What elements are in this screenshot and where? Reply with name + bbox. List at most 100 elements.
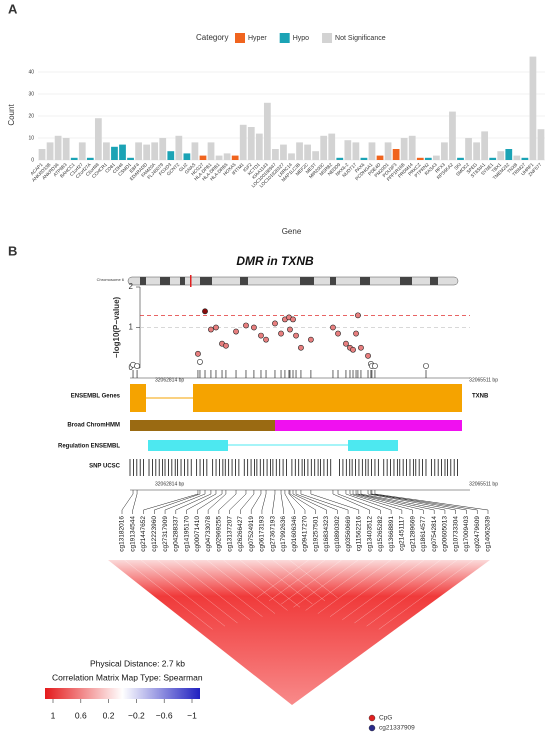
cpg-label: cg21289669 (409, 516, 416, 552)
heatmap-grid (289, 559, 338, 598)
heatmap-grid (268, 559, 326, 602)
heatmap-grid (305, 559, 375, 611)
heatmap-grid (190, 559, 263, 617)
cpg-label: cg12223960 (151, 516, 158, 552)
connector (229, 490, 247, 514)
bar (513, 155, 521, 160)
bar (288, 153, 295, 160)
ideogram-marker (190, 275, 192, 287)
bar (312, 151, 320, 160)
bar (135, 142, 142, 160)
cpg-label: cg07542814 (431, 516, 438, 552)
connector (121, 490, 134, 514)
bar (167, 151, 175, 160)
connector (218, 490, 237, 514)
x-tick-label: IGF2 (242, 162, 253, 173)
heatmap-grid (293, 559, 359, 608)
y-axis-label: Count (7, 104, 16, 126)
connector (164, 490, 206, 514)
bar (537, 129, 545, 160)
distance-label: Physical Distance: 2.7 kb (90, 658, 185, 668)
bar (111, 146, 118, 160)
x-tick-label: GLI2 (178, 162, 189, 173)
bar (231, 155, 239, 160)
legend-label: cg21337909 (379, 725, 415, 732)
bar (489, 157, 497, 160)
point (298, 344, 304, 351)
point (223, 342, 229, 349)
connector (154, 490, 201, 514)
legend-label: Not Significance (335, 35, 386, 42)
bar (86, 157, 94, 160)
point (251, 324, 257, 331)
point (197, 359, 203, 365)
chromosome-label: Chromosome 6 (97, 277, 125, 282)
bar (127, 157, 134, 160)
legend-swatch (235, 33, 245, 43)
heatmap-grid (223, 559, 288, 611)
bar (70, 157, 78, 160)
ideogram-band (400, 277, 412, 285)
legend-dot (368, 714, 376, 722)
connector (250, 490, 262, 514)
point (195, 350, 201, 357)
cpg-label: cg14195170 (183, 516, 190, 552)
point (350, 346, 356, 353)
heatmap-grid (256, 559, 309, 598)
bar (239, 124, 247, 160)
connector (143, 490, 199, 514)
cpg-label: cg00605013 (442, 516, 449, 552)
bar (384, 142, 392, 160)
bar (207, 142, 215, 160)
chart-title: DMR in TXNB (236, 254, 314, 268)
heatmap-grid (124, 559, 213, 630)
cpg-label: cg16834323 (323, 516, 330, 552)
connector (289, 490, 317, 514)
ideogram-band (430, 277, 438, 285)
y-tick-label: 30 (28, 91, 34, 97)
matrix-label: Correlation Matrix Map Type: Spearman (52, 672, 203, 682)
heatmap-grid (378, 559, 474, 630)
bar (143, 144, 151, 160)
y-axis-label: −log10(P−value) (112, 296, 121, 358)
y-tick-label: 40 (28, 69, 34, 75)
point (365, 352, 371, 359)
bar (103, 142, 110, 160)
cpg-label: cg04288337 (173, 516, 180, 552)
colorbar-label: −1 (187, 710, 197, 720)
connector (300, 490, 349, 514)
panel-label: A (8, 1, 18, 16)
point (287, 326, 293, 333)
connector (240, 490, 255, 514)
bar (159, 138, 167, 160)
heatmap-grid (366, 559, 458, 627)
bar (296, 142, 303, 160)
heatmap-grid (317, 559, 392, 614)
bar (408, 135, 416, 160)
cpg-label: cg04733078 (205, 516, 212, 552)
ideogram-band (240, 277, 248, 285)
cpg-label: cg13403512 (366, 516, 373, 552)
bar (473, 142, 480, 160)
bar (392, 149, 400, 160)
track-label: ENSEMBL Genes (71, 394, 121, 400)
x-range-label: 32065511 bp (469, 377, 498, 383)
connector (197, 490, 223, 514)
regulation-feature (348, 440, 398, 451)
colorbar-label: −0.6 (156, 710, 173, 720)
heatmap-grid (342, 559, 425, 621)
cpg-label: cg27317909 (162, 516, 169, 552)
legend-label: CpG (379, 715, 392, 722)
bar (263, 102, 271, 160)
y-tick-label: 2 (129, 282, 134, 291)
cpg-label: cg07524919 (248, 516, 255, 552)
connector (132, 490, 138, 514)
connector (292, 490, 327, 514)
connector (374, 490, 489, 514)
panel-label: B (8, 243, 17, 258)
bar (336, 157, 344, 160)
heatmap-grid (281, 559, 342, 605)
x-tick-label: SKI (453, 162, 462, 171)
heatmap-grid (140, 559, 226, 627)
